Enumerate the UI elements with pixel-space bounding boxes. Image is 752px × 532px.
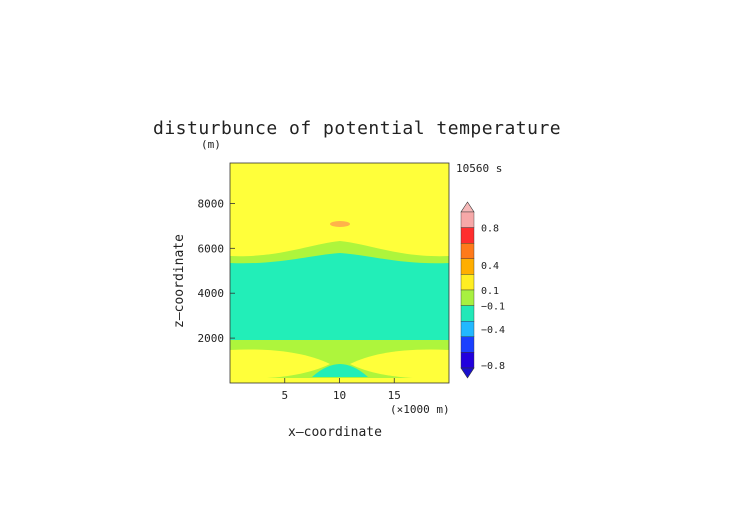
time-label: 10560 s	[456, 162, 502, 175]
colorbar-swatch	[460, 211, 475, 228]
colorbar-tick-label: −0.1	[481, 302, 505, 313]
region-cold-layer	[230, 253, 449, 345]
colorbar-swatch	[460, 305, 475, 322]
colorbar-under-triangle	[460, 367, 475, 379]
colorbar: 0.8 0.4 0.1 −0.1 −0.4 −0.8	[460, 201, 505, 379]
y-axis-title: z—coordinate	[172, 234, 187, 328]
region-cold-lens	[312, 364, 368, 377]
colorbar-swatch	[460, 336, 475, 353]
colorbar-swatch	[460, 321, 475, 338]
region-warm-spot	[330, 221, 350, 227]
x-axis: 5 10 15	[281, 378, 401, 402]
colorbar-tick-label: −0.8	[481, 361, 505, 372]
y-tick-label: 8000	[198, 197, 225, 210]
colorbar-tick-label: 0.4	[481, 261, 499, 272]
y-unit-label: (m)	[201, 138, 221, 151]
colorbar-swatch	[460, 242, 475, 259]
colorbar-swatch	[460, 352, 475, 369]
y-tick-label: 6000	[198, 242, 225, 255]
contour-field	[230, 163, 449, 383]
colorbar-swatch	[460, 289, 475, 306]
y-axis: 2000 4000 6000 8000	[198, 197, 235, 345]
colorbar-over-triangle	[460, 201, 475, 213]
region-lower-right-lobe	[350, 349, 449, 379]
y-tick-label: 4000	[198, 287, 225, 300]
x-tick-label: 5	[281, 389, 288, 402]
colorbar-tick-label: −0.4	[481, 325, 505, 336]
x-axis-title: x—coordinate	[288, 425, 382, 440]
colorbar-swatch	[460, 274, 475, 291]
colorbar-swatch	[460, 227, 475, 244]
colorbar-tick-label: 0.1	[481, 286, 499, 297]
y-tick-label: 2000	[198, 332, 225, 345]
x-tick-label: 10	[333, 389, 346, 402]
colorbar-tick-label: 0.8	[481, 224, 499, 235]
region-lower-left-lobe	[230, 349, 330, 379]
x-unit-label: (×1000 m)	[390, 403, 450, 416]
chart-title: disturbunce of potential temperature	[153, 118, 561, 139]
colorbar-swatch	[460, 258, 475, 275]
x-tick-label: 15	[388, 389, 401, 402]
